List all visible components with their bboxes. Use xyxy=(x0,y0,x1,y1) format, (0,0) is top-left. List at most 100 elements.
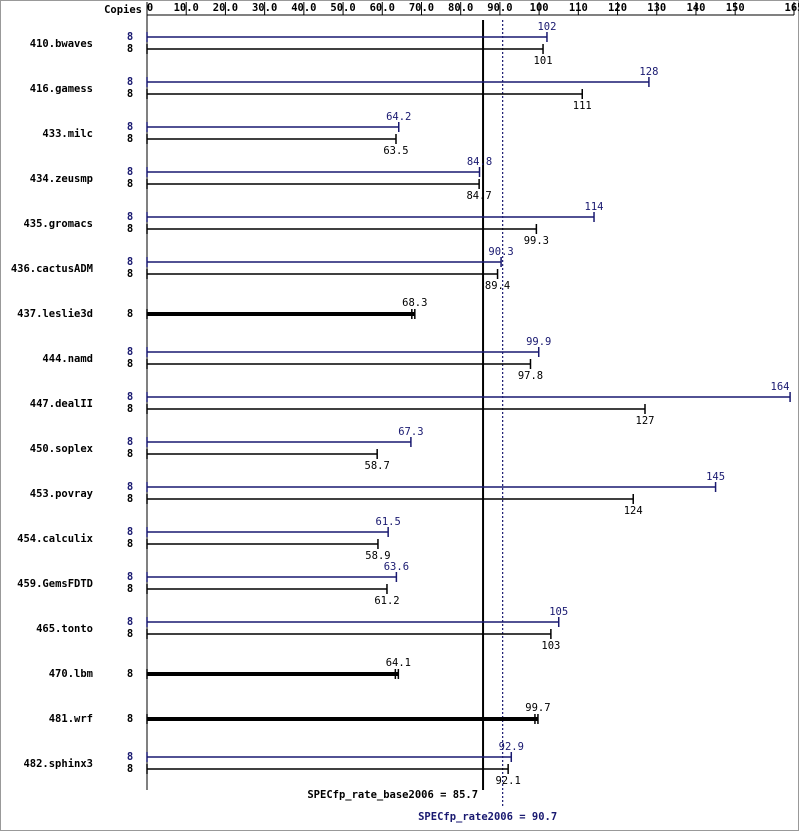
value-label: 92.9 xyxy=(499,741,524,753)
x-tick-label: 90.0 xyxy=(487,2,512,14)
value-label: 92.1 xyxy=(495,775,520,787)
copies: 8 xyxy=(127,346,133,358)
value-label: 127 xyxy=(636,415,655,427)
value-label: 128 xyxy=(639,66,658,78)
copies: 8 xyxy=(127,178,133,190)
benchmark-name: 459.GemsFDTD xyxy=(17,578,93,590)
x-tick-label: 0 xyxy=(147,2,153,14)
value-label: 164 xyxy=(771,381,790,393)
benchmark-name: 454.calculix xyxy=(17,533,94,545)
benchmark-name: 437.leslie3d xyxy=(17,308,93,320)
x-tick-label: 140 xyxy=(686,2,705,14)
copies: 8 xyxy=(127,583,133,595)
x-tick-label: 50.0 xyxy=(330,2,355,14)
benchmark-name: 434.zeusmp xyxy=(30,173,93,185)
copies: 8 xyxy=(127,481,133,493)
x-tick-label: 100 xyxy=(530,2,549,14)
x-tick-label: 120 xyxy=(608,2,627,14)
copies: 8 xyxy=(127,43,133,55)
x-tick-label: 40.0 xyxy=(291,2,316,14)
x-tick-label: 150 xyxy=(726,2,745,14)
value-label: 105 xyxy=(549,606,568,618)
x-tick-label: 110 xyxy=(569,2,588,14)
x-tick-label: 165 xyxy=(785,2,799,14)
benchmark-name: 416.gamess xyxy=(30,83,93,95)
copies: 8 xyxy=(127,211,133,223)
copies: 8 xyxy=(127,358,133,370)
x-tick-label: 10.0 xyxy=(174,2,199,14)
x-tick-label: 70.0 xyxy=(409,2,434,14)
copies: 8 xyxy=(127,751,133,763)
value-label: 145 xyxy=(706,471,725,483)
copies: 8 xyxy=(127,628,133,640)
value-label: 114 xyxy=(585,201,604,213)
value-label: 64.1 xyxy=(386,657,411,669)
benchmark-name: 436.cactusADM xyxy=(11,263,93,275)
benchmark-name: 465.tonto xyxy=(36,623,93,635)
x-tick-label: 20.0 xyxy=(213,2,238,14)
value-label: 61.5 xyxy=(376,516,401,528)
value-label: 67.3 xyxy=(398,426,423,438)
value-label: 61.2 xyxy=(374,595,399,607)
value-label: 89.4 xyxy=(485,280,510,292)
value-label: 68.3 xyxy=(402,297,427,309)
benchmark-name: 410.bwaves xyxy=(30,38,93,50)
value-label: 102 xyxy=(537,21,556,33)
x-tick-label: 80.0 xyxy=(448,2,473,14)
value-label: 99.9 xyxy=(526,336,551,348)
benchmark-name: 447.dealII xyxy=(30,398,93,410)
benchmark-name: 481.wrf xyxy=(49,713,93,725)
value-label: 124 xyxy=(624,505,643,517)
benchmark-name: 444.namd xyxy=(42,353,93,365)
value-label: 64.2 xyxy=(386,111,411,123)
value-label: 111 xyxy=(573,100,592,112)
benchmark-name: 435.gromacs xyxy=(23,218,93,230)
x-tick-label: 30.0 xyxy=(252,2,277,14)
copies: 8 xyxy=(127,713,133,725)
benchmark-name: 433.milc xyxy=(42,128,93,140)
copies: 8 xyxy=(127,526,133,538)
copies: 8 xyxy=(127,493,133,505)
copies: 8 xyxy=(127,121,133,133)
benchmark-name: 482.sphinx3 xyxy=(23,758,93,770)
benchmark-name: 450.soplex xyxy=(30,443,94,455)
copies: 8 xyxy=(127,76,133,88)
copies: 8 xyxy=(127,571,133,583)
copies: 8 xyxy=(127,133,133,145)
value-label: 58.9 xyxy=(365,550,390,562)
value-label: 63.6 xyxy=(384,561,409,573)
value-label: 97.8 xyxy=(518,370,543,382)
benchmark-name: 453.povray xyxy=(30,488,94,500)
copies: 8 xyxy=(127,436,133,448)
value-label: 99.3 xyxy=(524,235,549,247)
reference-label: SPECfp_rate_base2006 = 85.7 xyxy=(307,789,478,801)
copies: 8 xyxy=(127,448,133,460)
copies: 8 xyxy=(127,616,133,628)
x-tick-label: 60.0 xyxy=(370,2,395,14)
copies: 8 xyxy=(127,308,133,320)
value-label: 58.7 xyxy=(365,460,390,472)
copies: 8 xyxy=(127,31,133,43)
copies: 8 xyxy=(127,763,133,775)
value-label: 103 xyxy=(541,640,560,652)
copies: 8 xyxy=(127,88,133,100)
value-label: 90.3 xyxy=(488,246,513,258)
value-label: 101 xyxy=(534,55,553,67)
copies: 8 xyxy=(127,268,133,280)
benchmark-name: 470.lbm xyxy=(49,668,93,680)
copies: 8 xyxy=(127,166,133,178)
copies: 8 xyxy=(127,223,133,235)
copies: 8 xyxy=(127,538,133,550)
value-label: 84.8 xyxy=(467,156,492,168)
value-label: 84.7 xyxy=(466,190,491,202)
copies: 8 xyxy=(127,403,133,415)
value-label: 63.5 xyxy=(383,145,408,157)
reference-label: SPECfp_rate2006 = 90.7 xyxy=(418,811,557,823)
x-tick-label: 130 xyxy=(647,2,666,14)
value-label: 99.7 xyxy=(525,702,550,714)
copies: 8 xyxy=(127,391,133,403)
copies: 8 xyxy=(127,668,133,680)
copies: 8 xyxy=(127,256,133,268)
